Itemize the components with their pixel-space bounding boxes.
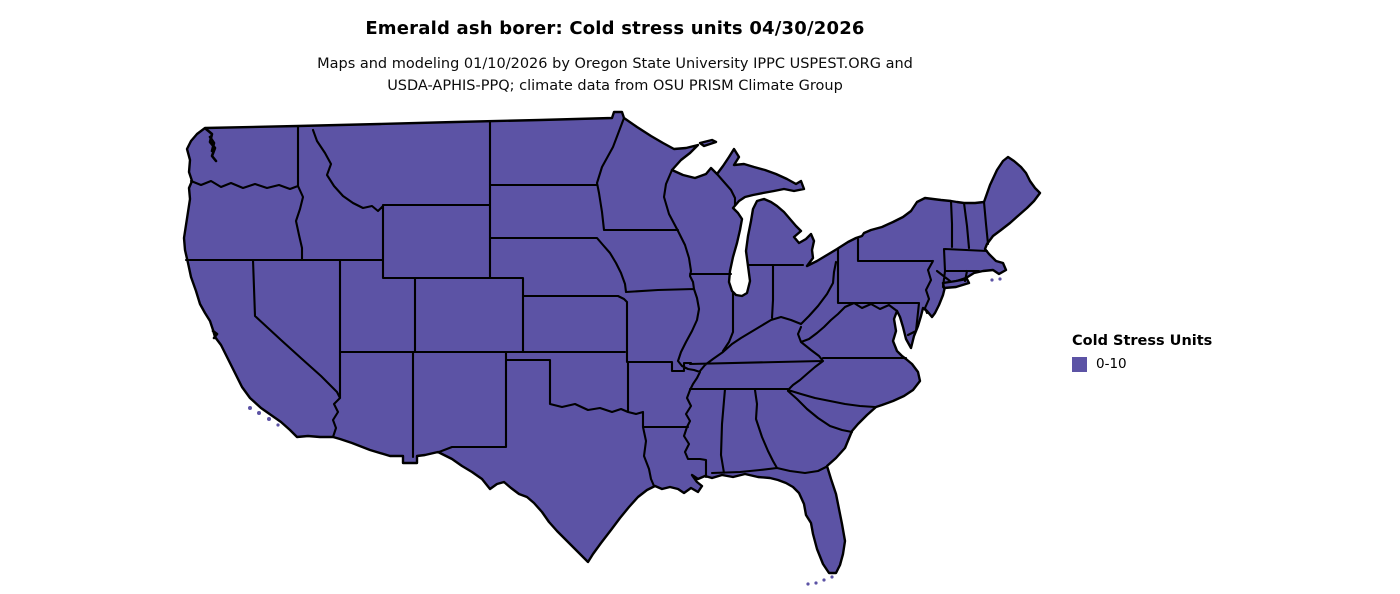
- legend-title: Cold Stress Units: [1072, 333, 1213, 349]
- florida-keys: [806, 575, 834, 586]
- channel-islands: [248, 406, 280, 427]
- map-legend: Cold Stress Units 0-10: [1072, 333, 1212, 372]
- massachusetts-islands: [990, 277, 1002, 282]
- us-map-outline: [182, 110, 1042, 575]
- legend-item-label: 0-10: [1096, 356, 1127, 372]
- legend-item: 0-10: [1072, 356, 1212, 372]
- san-francisco-bay-detail: [211, 329, 219, 340]
- state-borders: [184, 116, 990, 488]
- subtitle-line-2: USDA-APHIS-PPQ; climate data from OSU PR…: [387, 78, 843, 94]
- long-island: [941, 277, 971, 290]
- map-header: Emerald ash borer: Cold stress units 04/…: [195, 18, 1035, 97]
- page-title: Emerald ash borer: Cold stress units 04/…: [365, 18, 865, 39]
- puget-sound-detail: [204, 127, 218, 163]
- page-subtitle: Maps and modeling 01/10/2026 by Oregon S…: [195, 53, 1035, 97]
- isle-royale-island: [698, 138, 718, 148]
- legend-swatch: [1072, 356, 1087, 372]
- subtitle-line-1: Maps and modeling 01/10/2026 by Oregon S…: [317, 56, 913, 72]
